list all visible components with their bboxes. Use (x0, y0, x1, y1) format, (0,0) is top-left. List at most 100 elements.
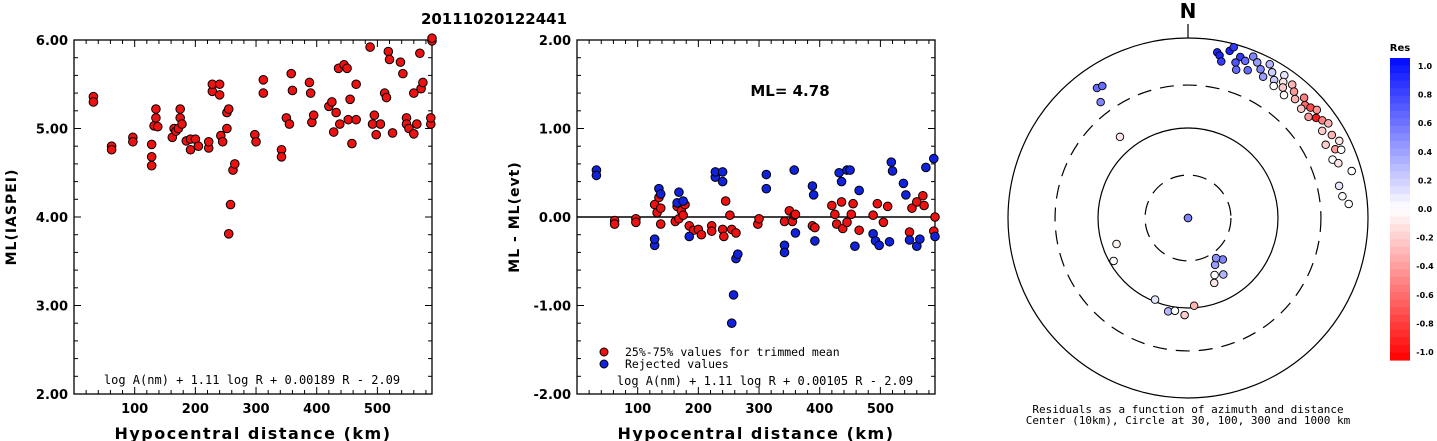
data-point (808, 190, 819, 200)
formula-text: log A(nm) + 1.11 log R + 0.00105 R - 2.0… (617, 374, 913, 388)
data-point (214, 90, 225, 100)
data-point (726, 318, 737, 329)
data-point (845, 165, 855, 175)
data-point (304, 77, 315, 88)
data-point (655, 189, 666, 199)
colorbar-segment (1390, 88, 1410, 97)
data-point (175, 104, 185, 114)
data-point (674, 187, 684, 198)
data-point (872, 198, 883, 209)
data-point (151, 113, 161, 123)
polar-data-point (1096, 97, 1105, 107)
data-point (649, 234, 660, 244)
polar-caption-line2: Center (10km), Circle at 30, 100, 300 an… (1026, 414, 1351, 427)
data-point (836, 197, 847, 207)
data-point (305, 88, 316, 98)
data-point (152, 121, 163, 132)
data-point (854, 185, 864, 196)
data-point (850, 241, 860, 252)
data-point (609, 219, 620, 229)
data-point (836, 176, 847, 187)
data-point (887, 166, 898, 176)
colorbar-segment (1390, 133, 1410, 142)
polar-data-point (1327, 130, 1337, 140)
colorbar-segment (1390, 246, 1410, 255)
polar-data-point (1335, 136, 1344, 146)
polar-data-point (1170, 306, 1180, 316)
data-point (725, 210, 735, 221)
colorbar-segment (1390, 329, 1410, 338)
data-point (842, 217, 852, 228)
data-point (678, 210, 688, 221)
polar-data-point (1265, 60, 1274, 69)
data-point (387, 128, 398, 138)
polar-data-point (1231, 65, 1241, 74)
colorbar-segment (1390, 292, 1410, 301)
data-point (779, 247, 790, 258)
y-tick-label: 0.00 (539, 211, 571, 226)
data-point (848, 198, 858, 209)
data-point (696, 229, 707, 240)
legend-label: Rejected values (625, 357, 729, 371)
y-tick-label: 1.00 (539, 123, 571, 138)
data-point (874, 240, 884, 251)
colorbar-tick-label: -0.6 (1416, 291, 1434, 300)
colorbar-tick-label: 0.8 (1418, 91, 1433, 100)
data-point (717, 176, 728, 187)
data-point (151, 104, 161, 114)
polar-data-point (1218, 255, 1228, 264)
x-tick-label: 200 (182, 402, 209, 417)
polar-data-point (1219, 270, 1228, 279)
data-point (398, 68, 408, 79)
data-point (185, 144, 196, 155)
data-point (779, 216, 790, 227)
x-tick-label: 300 (745, 402, 772, 417)
colorbar-tick-label: -1.0 (1416, 348, 1434, 357)
polar-data-point (1229, 43, 1238, 52)
data-point (418, 77, 428, 88)
data-point (731, 228, 741, 238)
data-point (827, 200, 837, 211)
data-point (408, 129, 419, 139)
data-point (884, 236, 895, 247)
y-tick-label: -2.00 (534, 388, 571, 403)
polar-data-point (1256, 65, 1265, 74)
data-point (365, 42, 375, 52)
data-point (599, 347, 609, 357)
colorbar-tick-label: -0.2 (1416, 234, 1434, 243)
data-point (217, 136, 228, 147)
colorbar-segment (1390, 110, 1410, 119)
data-point (898, 178, 909, 189)
colorbar-segment (1390, 254, 1410, 263)
data-point (904, 235, 915, 245)
y-tick-label: 2.00 (36, 388, 68, 403)
colorbar-segment (1390, 352, 1410, 361)
data-point (347, 138, 357, 149)
data-point (276, 152, 287, 162)
data-point (882, 201, 893, 212)
polar-data-point (1180, 310, 1189, 320)
data-point (930, 231, 940, 242)
data-point (146, 160, 157, 171)
polar-data-point (1109, 256, 1118, 266)
data-point (754, 213, 764, 224)
data-point (830, 209, 840, 220)
distance-ring-300km (1054, 84, 1322, 352)
data-point (732, 249, 743, 259)
data-point (229, 159, 240, 169)
polar-data-point (1267, 68, 1277, 77)
data-point (907, 203, 917, 213)
data-point (591, 170, 602, 181)
data-point (706, 226, 717, 236)
colorbar-segment (1390, 269, 1410, 278)
data-point (854, 225, 864, 236)
data-point (375, 119, 386, 129)
colorbar-segment (1390, 216, 1410, 225)
y-axis-label: ML(IASPEI) (4, 169, 20, 266)
polar-data-point (1269, 81, 1278, 91)
y-tick-label: 2.00 (539, 34, 571, 49)
data-point (408, 88, 419, 98)
data-point (412, 119, 422, 129)
x-tick-label: 500 (364, 402, 391, 417)
